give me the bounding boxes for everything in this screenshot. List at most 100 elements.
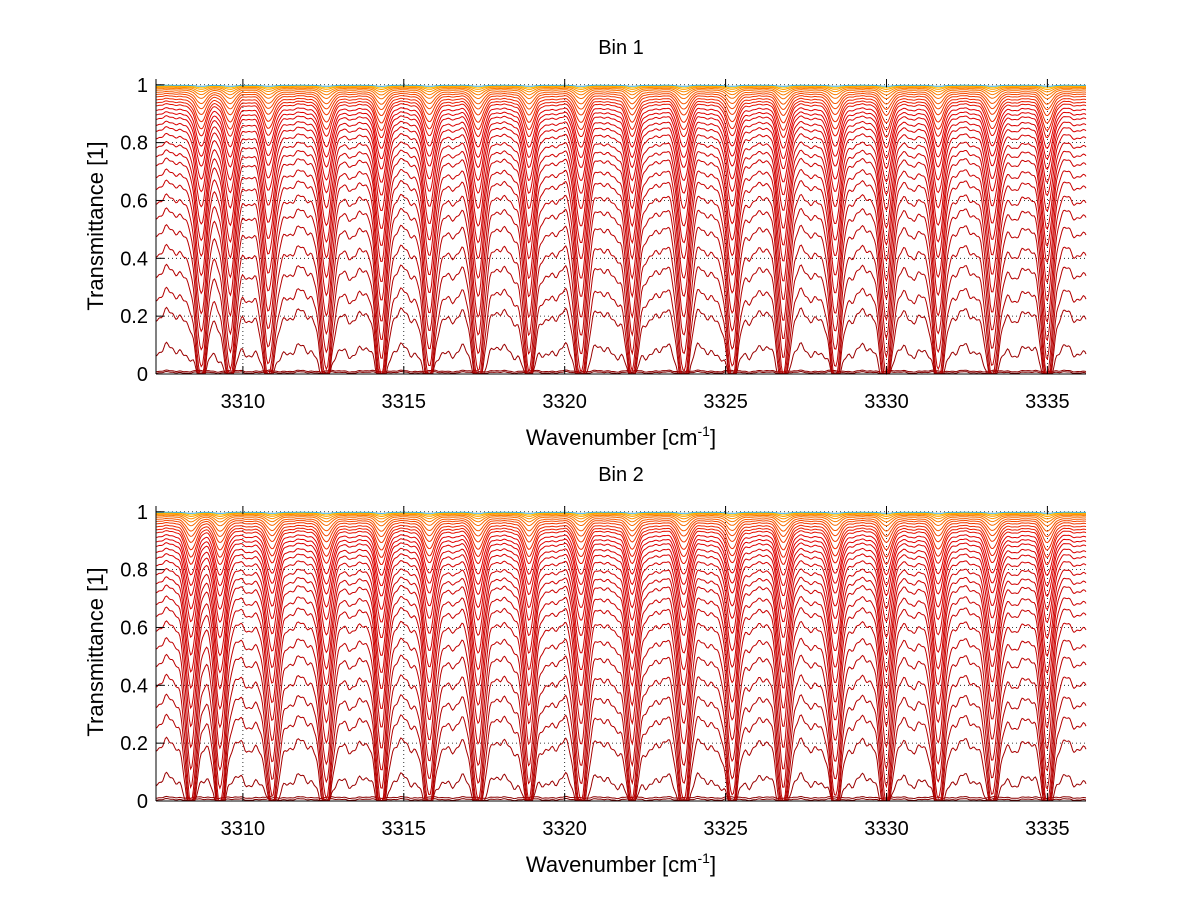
spectrum-line [155, 100, 1087, 131]
spectrum-line [156, 89, 1087, 100]
y-tick-label: 1 [137, 75, 148, 97]
spectrum-line [155, 673, 1087, 802]
y-tick-label: 0 [137, 791, 148, 813]
spectrum-line [155, 538, 1087, 587]
spectrum-line [155, 243, 1087, 376]
y-tick-label: 0.4 [120, 248, 148, 270]
spectrum-line [156, 85, 1087, 91]
spectrum-line [156, 514, 1086, 523]
spectrum-line [156, 84, 1086, 87]
series-group [155, 511, 1087, 802]
x-tick-label: 3325 [703, 391, 748, 413]
spectrum-line [155, 115, 1087, 170]
chart-bin-2: Bin 2 3310 3315 3320 3325 3330 3335 0 0.2 0.4 0.6… [83, 464, 1087, 877]
spectrum-line [155, 168, 1087, 284]
chart-bin-1: Bin 1 3310 3315 3320 3325 3330 3335 0 0.2 0.4 0.6… [83, 37, 1087, 450]
x-tick-label: 3330 [864, 818, 909, 840]
spectrum-line [155, 576, 1087, 675]
grid [156, 506, 1086, 801]
spectrum-line [155, 306, 1087, 375]
spectrum-line [155, 693, 1087, 802]
y-tick-label: 0.4 [120, 675, 148, 697]
spectrum-line [156, 512, 1087, 516]
spectrum-line [155, 157, 1087, 264]
spectrum-line [155, 370, 1087, 375]
spectrum-line [155, 140, 1087, 230]
spectrum-line [155, 521, 1087, 544]
spectrum-line [155, 286, 1087, 375]
spectrum-line [156, 512, 1087, 518]
spectrum-line [155, 94, 1087, 117]
y-tick-label: 0.6 [120, 617, 148, 639]
y-tick-label: 0.8 [120, 560, 148, 582]
spectrum-line [156, 517, 1087, 532]
spectrum-line [155, 120, 1087, 184]
spectrum-line [156, 511, 1086, 514]
spectrum-line [155, 595, 1087, 711]
y-tick-label: 0.6 [120, 190, 148, 212]
spectrum-line [155, 542, 1087, 597]
spectrum-line [155, 97, 1087, 124]
spectrum-line [155, 111, 1087, 160]
x-tick-label: 3310 [221, 391, 266, 413]
spectrum-line [155, 653, 1087, 791]
y-tick-label: 1 [137, 502, 148, 524]
x-tick-label: 3335 [1025, 391, 1070, 413]
spectrum-line [155, 736, 1087, 802]
spectrum-line [155, 559, 1087, 640]
grid [156, 79, 1086, 374]
x-axis-label: Wavenumber [cm-1] [526, 423, 716, 450]
y-axis-label: Transmittance [1] [83, 141, 108, 310]
spectrum-line [155, 567, 1087, 657]
series-group [155, 84, 1087, 376]
y-tick-label: 0.2 [120, 733, 148, 755]
spectrum-line [155, 527, 1087, 558]
spectrum-line [155, 795, 1087, 800]
spectrum-line [155, 103, 1087, 139]
x-tick-label: 3315 [382, 391, 427, 413]
spectrum-line [155, 132, 1087, 213]
spectrum-line [155, 534, 1087, 577]
spectrum-line [155, 606, 1087, 729]
spectrum-line [155, 193, 1087, 323]
spectrum-line [156, 513, 1087, 520]
spectrum-line [155, 713, 1087, 802]
spectrum-line [155, 524, 1087, 551]
spectrum-line [156, 516, 1087, 527]
spectrum-line [155, 224, 1087, 361]
spectrum-line [155, 637, 1087, 772]
spectrum-line [156, 87, 1086, 96]
y-tick-label: 0.8 [120, 133, 148, 155]
x-tick-label: 3320 [542, 391, 587, 413]
x-tick-label: 3320 [542, 818, 587, 840]
spectrum-line [155, 369, 1087, 373]
x-tick-label: 3325 [703, 818, 748, 840]
chart-title: Bin 1 [598, 37, 644, 59]
spectrum-line [155, 126, 1087, 197]
spectrum-line [155, 263, 1087, 375]
spectrum-line [155, 519, 1087, 538]
spectrum-line [155, 797, 1087, 802]
y-tick-label: 0 [137, 364, 148, 386]
x-tick-label: 3315 [382, 818, 427, 840]
spectrum-line [156, 86, 1087, 93]
y-axis-label: Transmittance [1] [83, 567, 108, 736]
spectrum-line [155, 547, 1087, 611]
spectrum-line [155, 107, 1087, 150]
spectrum-line [155, 92, 1087, 111]
spectrum-line [155, 553, 1087, 624]
spectrum-line [155, 771, 1087, 802]
spectrum-line [155, 179, 1087, 302]
spectrum-line [155, 530, 1087, 566]
spectrum-line [156, 85, 1087, 89]
x-tick-label: 3310 [221, 818, 266, 840]
x-tick-label: 3335 [1025, 818, 1070, 840]
x-axis-label: Wavenumber [cm-1] [526, 850, 716, 877]
x-tick-label: 3330 [864, 391, 909, 413]
ticks: 3310 3315 3320 3325 3330 3335 0 0.2 0.4 0.6 0.8 1 [120, 502, 1069, 840]
spectrum-line [155, 584, 1087, 691]
spectrum-line [155, 207, 1087, 342]
spectrum-line [155, 341, 1087, 375]
chart-title: Bin 2 [598, 464, 644, 486]
